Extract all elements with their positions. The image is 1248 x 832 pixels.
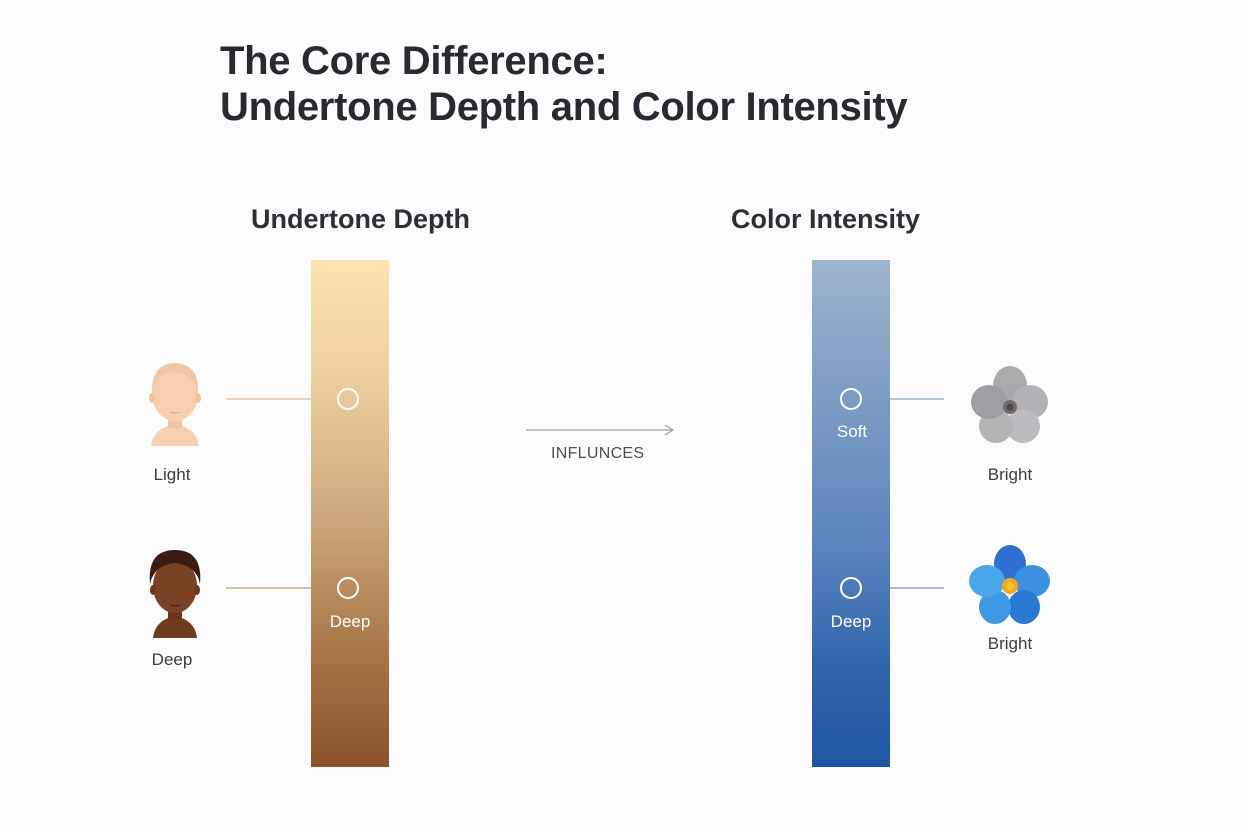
influences-label: INFLUNCES (551, 445, 645, 462)
color-intensity-bar (812, 260, 890, 767)
color-intensity-heading: Color Intensity (731, 204, 921, 234)
deep-marker-label: Deep (329, 612, 371, 631)
muted-gray-flower-icon (971, 366, 1048, 443)
soft-marker-label: Soft (836, 422, 868, 441)
undertone-depth-heading: Undertone Depth (251, 204, 470, 234)
deep-intensity-marker-label: Deep (830, 612, 872, 631)
deep-label: Deep (151, 650, 193, 669)
influences-arrow-icon (526, 424, 675, 436)
deep-intensity-marker (840, 577, 862, 599)
top-flower-label: Bright (987, 465, 1033, 484)
title-line-1: The Core Difference: (220, 39, 608, 83)
undertone-depth-bar (311, 260, 389, 767)
page-title: The Core Difference: Undertone Depth and… (220, 38, 908, 130)
deep-skin-face-icon (149, 550, 201, 638)
bright-blue-flower-icon (969, 545, 1050, 624)
light-label: Light (153, 465, 191, 484)
soft-marker (840, 388, 862, 410)
light-marker (337, 388, 359, 410)
bottom-flower-label: Bright (987, 634, 1033, 653)
deep-marker (337, 577, 359, 599)
title-line-2: Undertone Depth and Color Intensity (220, 85, 908, 129)
light-skin-face-icon (149, 363, 201, 446)
